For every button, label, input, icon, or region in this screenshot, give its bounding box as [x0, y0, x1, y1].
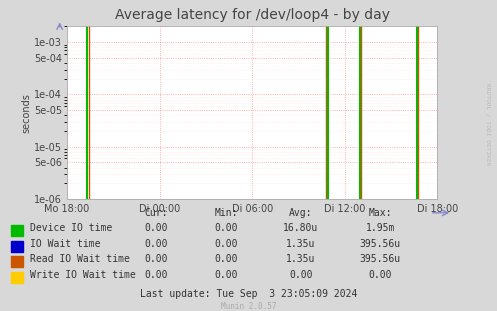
Text: 0.00: 0.00	[368, 270, 392, 280]
Text: Device IO time: Device IO time	[30, 223, 112, 233]
Text: Write IO Wait time: Write IO Wait time	[30, 270, 136, 280]
Text: 0.00: 0.00	[145, 254, 168, 264]
Text: Last update: Tue Sep  3 23:05:09 2024: Last update: Tue Sep 3 23:05:09 2024	[140, 289, 357, 299]
Text: IO Wait time: IO Wait time	[30, 239, 100, 249]
Text: 1.35u: 1.35u	[286, 254, 316, 264]
Text: 0.00: 0.00	[214, 254, 238, 264]
Text: 0.00: 0.00	[145, 223, 168, 233]
Text: Avg:: Avg:	[289, 208, 313, 218]
Title: Average latency for /dev/loop4 - by day: Average latency for /dev/loop4 - by day	[115, 8, 390, 22]
Text: 1.95m: 1.95m	[365, 223, 395, 233]
Text: Min:: Min:	[214, 208, 238, 218]
Text: 16.80u: 16.80u	[283, 223, 318, 233]
Text: 0.00: 0.00	[214, 270, 238, 280]
Text: Munin 2.0.57: Munin 2.0.57	[221, 301, 276, 310]
Text: 0.00: 0.00	[145, 270, 168, 280]
Text: 395.56u: 395.56u	[360, 254, 401, 264]
Text: 0.00: 0.00	[214, 223, 238, 233]
Text: 0.00: 0.00	[145, 239, 168, 249]
Text: RRDTOOL / TOBI OETIKER: RRDTOOL / TOBI OETIKER	[486, 83, 491, 166]
Text: 1.35u: 1.35u	[286, 239, 316, 249]
Text: Max:: Max:	[368, 208, 392, 218]
Text: 0.00: 0.00	[289, 270, 313, 280]
Text: 395.56u: 395.56u	[360, 239, 401, 249]
Text: 0.00: 0.00	[214, 239, 238, 249]
Y-axis label: seconds: seconds	[21, 93, 31, 133]
Text: Read IO Wait time: Read IO Wait time	[30, 254, 130, 264]
Text: Cur:: Cur:	[145, 208, 168, 218]
